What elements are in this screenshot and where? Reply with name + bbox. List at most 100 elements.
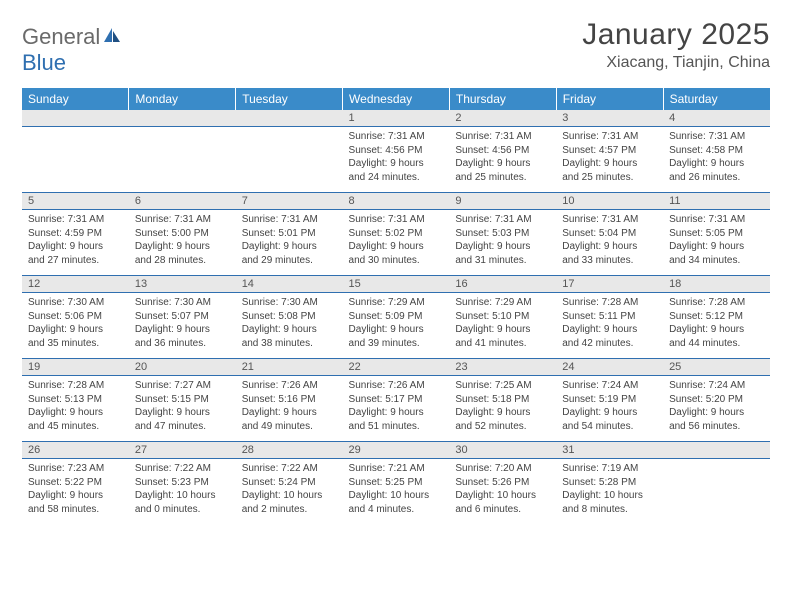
- day-cell: Sunrise: 7:24 AMSunset: 5:20 PMDaylight:…: [663, 376, 770, 442]
- sunrise-line: Sunrise: 7:31 AM: [669, 213, 764, 227]
- sunset-line: Sunset: 5:04 PM: [562, 227, 657, 241]
- week-row: Sunrise: 7:30 AMSunset: 5:06 PM Daylight:…: [22, 293, 770, 359]
- day-cell: Sunrise: 7:22 AMSunset: 5:23 PMDaylight:…: [129, 459, 236, 525]
- day-number-cell: 27: [129, 442, 236, 459]
- sunset-line: Sunset: 5:15 PM: [135, 393, 230, 407]
- daylight-line-2: and 49 minutes.: [242, 420, 337, 434]
- sunset-line: Sunset: 5:18 PM: [455, 393, 550, 407]
- day-number-cell: 3: [556, 110, 663, 127]
- sunrise-line: Sunrise: 7:31 AM: [669, 130, 764, 144]
- day-cell: Sunrise: 7:30 AMSunset: 5:08 PMDaylight:…: [236, 293, 343, 359]
- sunrise-line: Sunrise: 7:31 AM: [349, 213, 444, 227]
- day-number-cell: 6: [129, 193, 236, 210]
- daylight-line-2: and 31 minutes.: [455, 254, 550, 268]
- sunrise-line: Sunrise: 7:26 AM: [242, 379, 337, 393]
- daylight-line-2: and 44 minutes.: [669, 337, 764, 351]
- sunrise-line: Sunrise: 7:31 AM: [455, 130, 550, 144]
- sunset-line: Sunset: 5:07 PM: [135, 310, 230, 324]
- daylight-line-1: Daylight: 10 hours: [135, 489, 230, 503]
- sunset-line: Sunset: 4:58 PM: [669, 144, 764, 158]
- daylight-line-1: Daylight: 10 hours: [562, 489, 657, 503]
- day-cell: Sunrise: 7:27 AMSunset: 5:15 PMDaylight:…: [129, 376, 236, 442]
- day-details: Sunrise: 7:24 AMSunset: 5:19 PMDaylight:…: [562, 379, 657, 433]
- day-details: Sunrise: 7:31 AMSunset: 4:59 PMDaylight:…: [28, 213, 123, 267]
- day-details: Sunrise: 7:24 AMSunset: 5:20 PMDaylight:…: [669, 379, 764, 433]
- sunset-line: Sunset: 5:10 PM: [455, 310, 550, 324]
- daylight-line-1: Daylight: 10 hours: [349, 489, 444, 503]
- sunset-line: Sunset: 4:56 PM: [455, 144, 550, 158]
- day-number-cell: 8: [343, 193, 450, 210]
- sunrise-line: Sunrise: 7:31 AM: [28, 213, 123, 227]
- sunset-line: Sunset: 4:56 PM: [349, 144, 444, 158]
- day-number-cell: 28: [236, 442, 343, 459]
- week-band: 1234: [22, 110, 770, 127]
- daylight-line-2: and 27 minutes.: [28, 254, 123, 268]
- day-details: Sunrise: 7:29 AMSunset: 5:10 PMDaylight:…: [455, 296, 550, 350]
- daylight-line-1: Daylight: 9 hours: [562, 157, 657, 171]
- dow-friday: Friday: [556, 88, 663, 110]
- daylight-line-1: Daylight: 9 hours: [242, 323, 337, 337]
- sunrise-line: Sunrise: 7:20 AM: [455, 462, 550, 476]
- week-row: Sunrise: 7:28 AMSunset: 5:13 PMDaylight:…: [22, 376, 770, 442]
- daylight-line-1: Daylight: 9 hours: [349, 157, 444, 171]
- day-details: Sunrise: 7:30 AMSunset: 5:07 PMDaylight:…: [135, 296, 230, 350]
- day-number-cell: 2: [449, 110, 556, 127]
- day-cell: Sunrise: 7:31 AMSunset: 5:03 PMDaylight:…: [449, 210, 556, 276]
- day-number-cell: 29: [343, 442, 450, 459]
- day-details: Sunrise: 7:28 AMSunset: 5:12 PMDaylight:…: [669, 296, 764, 350]
- daylight-line-1: Daylight: 9 hours: [455, 157, 550, 171]
- day-cell: [22, 127, 129, 193]
- day-cell: Sunrise: 7:31 AMSunset: 4:56 PMDaylight:…: [343, 127, 450, 193]
- day-cell: Sunrise: 7:28 AMSunset: 5:12 PMDaylight:…: [663, 293, 770, 359]
- week-band: 19202122232425: [22, 359, 770, 376]
- sunset-line: Sunset: 5:06 PM: [28, 310, 123, 324]
- week-band: 567891011: [22, 193, 770, 210]
- day-details: Sunrise: 7:25 AMSunset: 5:18 PMDaylight:…: [455, 379, 550, 433]
- daylight-line-1: Daylight: 9 hours: [562, 323, 657, 337]
- day-cell: Sunrise: 7:31 AMSunset: 5:00 PMDaylight:…: [129, 210, 236, 276]
- day-cell: Sunrise: 7:25 AMSunset: 5:18 PMDaylight:…: [449, 376, 556, 442]
- daylight-line-2: and 41 minutes.: [455, 337, 550, 351]
- sunrise-line: Sunrise: 7:28 AM: [669, 296, 764, 310]
- sunrise-line: Sunrise: 7:31 AM: [455, 213, 550, 227]
- day-cell: Sunrise: 7:29 AMSunset: 5:10 PMDaylight:…: [449, 293, 556, 359]
- daylight-line-1: Daylight: 9 hours: [242, 240, 337, 254]
- dow-wednesday: Wednesday: [343, 88, 450, 110]
- day-number-cell: [22, 110, 129, 127]
- day-details: Sunrise: 7:31 AMSunset: 5:04 PMDaylight:…: [562, 213, 657, 267]
- daylight-line-1: Daylight: 9 hours: [242, 406, 337, 420]
- daylight-line-1: Daylight: 9 hours: [669, 240, 764, 254]
- daylight-line-2: and 8 minutes.: [562, 503, 657, 517]
- sunrise-line: Sunrise: 7:29 AM: [349, 296, 444, 310]
- daylight-line-2: and 45 minutes.: [28, 420, 123, 434]
- sunset-line: Sunset: 5:00 PM: [135, 227, 230, 241]
- week-row: Sunrise: 7:31 AMSunset: 4:59 PMDaylight:…: [22, 210, 770, 276]
- daylight-line-2: and 42 minutes.: [562, 337, 657, 351]
- daylight-line-1: Daylight: 9 hours: [562, 406, 657, 420]
- daylight-line-2: and 52 minutes.: [455, 420, 550, 434]
- sunset-line: Sunset: 5:20 PM: [669, 393, 764, 407]
- daylight-line-1: Daylight: 10 hours: [242, 489, 337, 503]
- daylight-line-2: and 24 minutes.: [349, 171, 444, 185]
- sunset-line: Sunset: 5:24 PM: [242, 476, 337, 490]
- day-number-cell: 13: [129, 276, 236, 293]
- sunset-line: Sunset: 5:25 PM: [349, 476, 444, 490]
- daylight-line-1: Daylight: 9 hours: [135, 323, 230, 337]
- sunrise-line: Sunrise: 7:31 AM: [562, 213, 657, 227]
- sunset-line: Sunset: 5:02 PM: [349, 227, 444, 241]
- week-row: Sunrise: 7:31 AMSunset: 4:56 PMDaylight:…: [22, 127, 770, 193]
- day-number-cell: 26: [22, 442, 129, 459]
- day-cell: [663, 459, 770, 525]
- day-cell: Sunrise: 7:31 AMSunset: 5:01 PMDaylight:…: [236, 210, 343, 276]
- day-details: Sunrise: 7:31 AMSunset: 5:00 PMDaylight:…: [135, 213, 230, 267]
- day-cell: [236, 127, 343, 193]
- daylight-line-2: and 25 minutes.: [455, 171, 550, 185]
- sunrise-line: Sunrise: 7:30 AM: [28, 296, 123, 310]
- daylight-line-2: and 58 minutes.: [28, 503, 123, 517]
- day-number-cell: [129, 110, 236, 127]
- daylight-line-2: and 39 minutes.: [349, 337, 444, 351]
- day-number-cell: 5: [22, 193, 129, 210]
- day-cell: Sunrise: 7:31 AMSunset: 4:58 PMDaylight:…: [663, 127, 770, 193]
- sunset-line: Sunset: 5:01 PM: [242, 227, 337, 241]
- day-details: Sunrise: 7:31 AMSunset: 5:03 PMDaylight:…: [455, 213, 550, 267]
